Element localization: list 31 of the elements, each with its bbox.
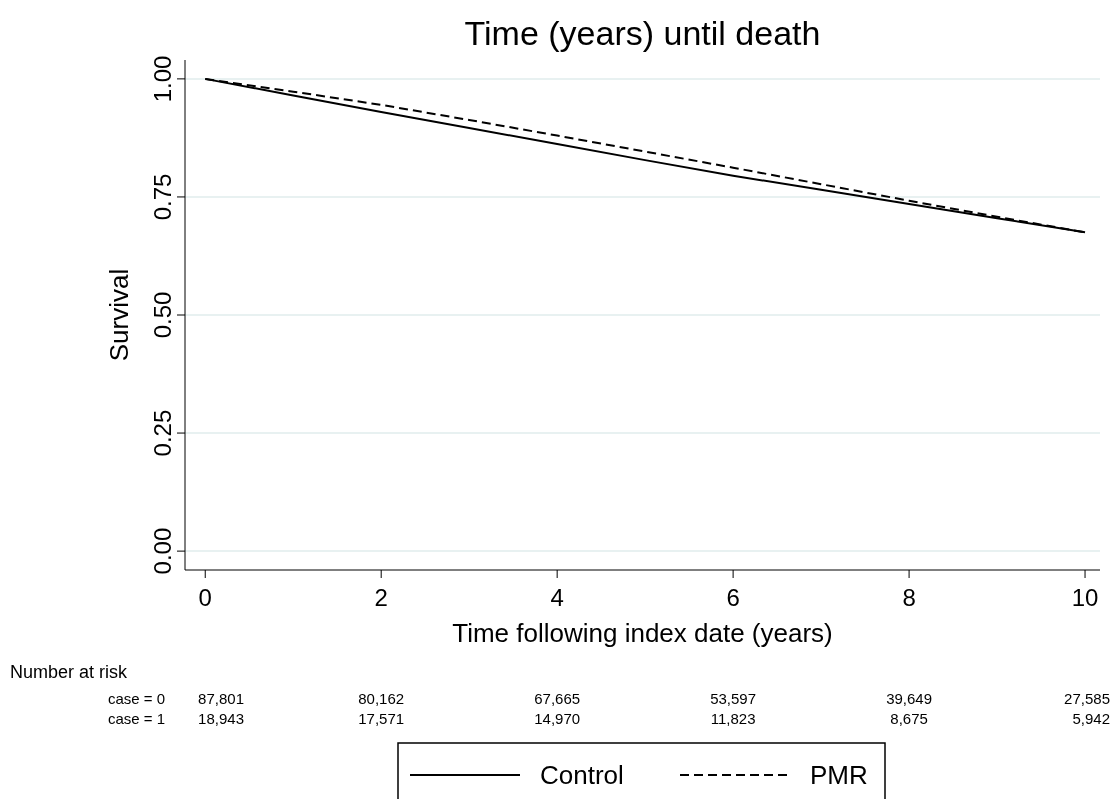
- chart-title: Time (years) until death: [464, 14, 821, 52]
- x-axis-title: Time following index date (years): [452, 618, 833, 648]
- text: 53,597: [710, 690, 757, 707]
- text: 67,665: [534, 690, 581, 707]
- x-tick-label: 8: [902, 584, 916, 611]
- y-tick-label: 0.25: [149, 409, 176, 457]
- text: 14,970: [534, 710, 581, 727]
- y-axis-title: Survival: [104, 268, 134, 362]
- text: 11,823: [710, 710, 756, 727]
- text: Number at risk: [10, 662, 129, 682]
- text: 87,801: [198, 690, 244, 707]
- text: 39,649: [886, 690, 933, 707]
- text: 18,943: [198, 710, 244, 727]
- y-tick-label: 0.75: [149, 173, 176, 221]
- text: 27,585: [1064, 690, 1110, 707]
- text: case = 0: [107, 690, 165, 707]
- x-tick-label: 6: [726, 584, 740, 611]
- y-tick-label: 0.00: [149, 527, 176, 575]
- x-tick-label: 2: [374, 584, 388, 611]
- x-tick-label: 4: [550, 584, 564, 611]
- text: 17,571: [358, 710, 405, 727]
- x-tick-label: 10: [1071, 584, 1099, 611]
- legend-label: PMR: [810, 760, 868, 790]
- y-tick-label: 1.00: [149, 55, 176, 103]
- text: case = 1: [107, 710, 165, 727]
- legend-label: Control: [540, 760, 624, 790]
- text: 8,675: [890, 710, 928, 727]
- x-tick-label: 0: [198, 584, 212, 611]
- text: 5,942: [1072, 710, 1110, 727]
- y-tick-label: 0.50: [149, 291, 176, 339]
- text: 80,162: [358, 690, 405, 707]
